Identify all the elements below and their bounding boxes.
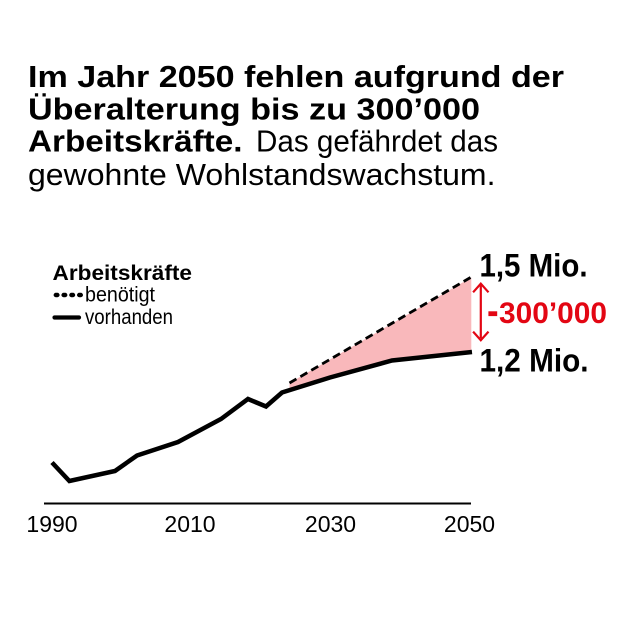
svg-text:Das gefährdet das: Das gefährdet das [256, 124, 498, 159]
svg-text:benötigt: benötigt [85, 284, 155, 307]
svg-text:vorhanden: vorhanden [85, 306, 173, 329]
svg-text:1,2 Mio.: 1,2 Mio. [480, 343, 589, 379]
svg-text:Im Jahr 2050 fehlen aufgrund d: Im Jahr 2050 fehlen aufgrund der [28, 59, 564, 94]
svg-text:1990: 1990 [26, 511, 77, 537]
svg-text:2030: 2030 [305, 511, 356, 537]
svg-text:2050: 2050 [444, 511, 495, 537]
svg-text:2010: 2010 [164, 511, 215, 537]
svg-text:Überalterung bis zu 300’000: Überalterung bis zu 300’000 [28, 92, 480, 127]
svg-text:1,5 Mio.: 1,5 Mio. [480, 247, 588, 283]
svg-text:Arbeitskräfte.: Arbeitskräfte. [28, 124, 242, 159]
svg-text:gewohnte Wohlstandswachstum.: gewohnte Wohlstandswachstum. [28, 157, 496, 192]
svg-text:300’000: 300’000 [499, 297, 607, 330]
svg-text:Arbeitskräfte: Arbeitskräfte [53, 262, 193, 285]
